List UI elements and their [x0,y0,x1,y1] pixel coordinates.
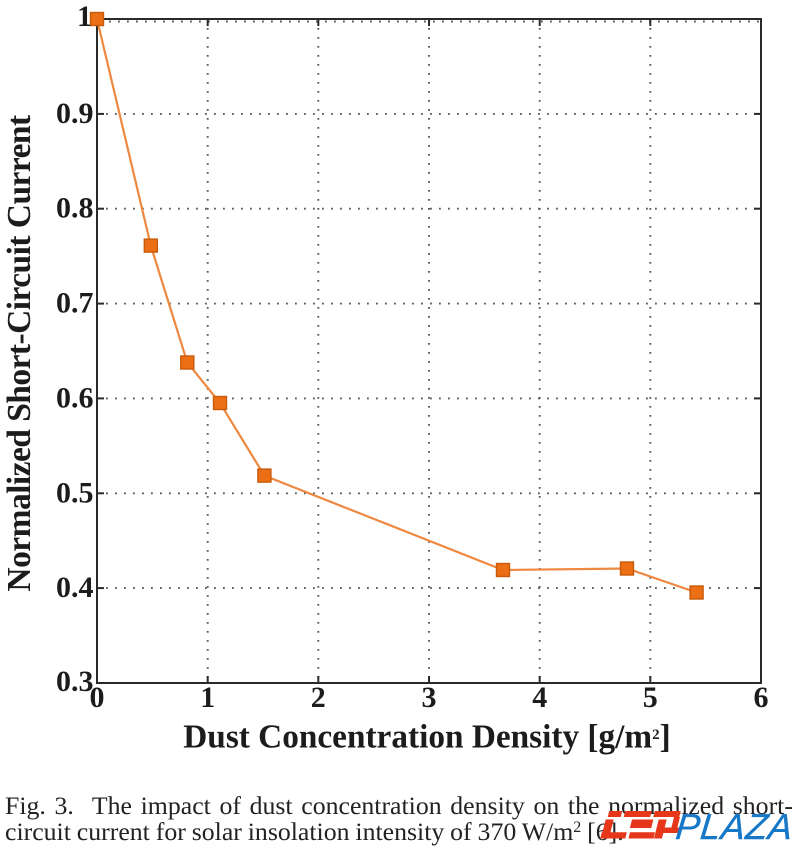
svg-text:Normalized Short-Circuit Curre: Normalized Short-Circuit Current [1,114,38,592]
svg-text:4: 4 [532,681,547,714]
svg-text:0.3: 0.3 [56,665,94,698]
svg-text:0.4: 0.4 [56,571,94,604]
svg-text:0.7: 0.7 [56,287,94,320]
svg-text:3: 3 [422,681,437,714]
svg-text:0.6: 0.6 [56,381,94,414]
svg-text:5: 5 [643,681,658,714]
svg-text:0.8: 0.8 [56,192,94,225]
svg-text:1: 1 [200,681,215,714]
svg-text:1: 1 [77,0,92,33]
svg-text:2: 2 [311,681,326,714]
svg-text:Dust Concentration Density [g/: Dust Concentration Density [g/m2] [183,719,671,756]
svg-text:6: 6 [754,681,769,714]
svg-text:0.9: 0.9 [56,97,94,130]
svg-text:0: 0 [90,681,105,714]
svg-text:0.5: 0.5 [56,476,94,509]
